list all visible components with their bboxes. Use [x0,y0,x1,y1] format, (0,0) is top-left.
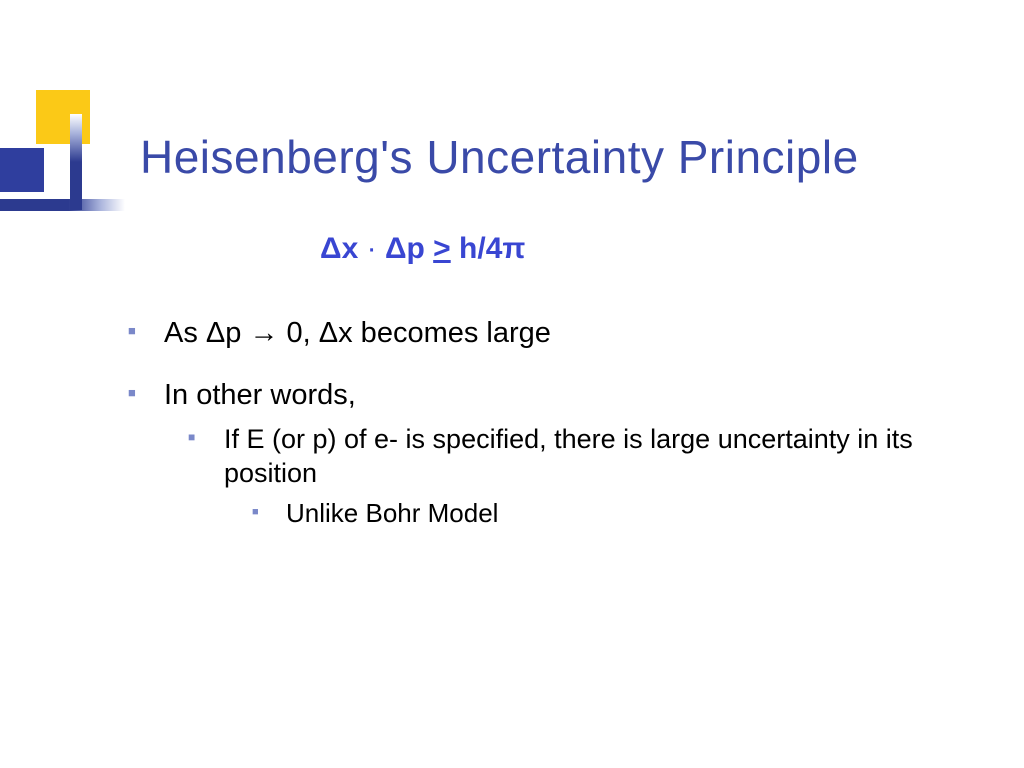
vertical-gradient-bar [70,114,82,210]
list-item: If E (or p) of e- is specified, there is… [188,422,948,531]
equation-dot: · [367,232,377,265]
blue-square [0,148,44,192]
subsub-bullet-list: Unlike Bohr Model [224,497,948,531]
sub-bullet-list: If E (or p) of e- is specified, there is… [164,422,948,531]
bullet-text: In other words, [164,379,356,411]
equation-ge: > [433,232,451,265]
bullet-text: As Δp → 0, Δx becomes large [164,317,551,349]
corner-decoration [0,90,140,220]
equation-dx: Δx [320,232,358,265]
list-item: As Δp → 0, Δx becomes large [128,315,948,351]
list-item: Unlike Bohr Model [252,497,948,531]
bullet-list: As Δp → 0, Δx becomes large In other wor… [128,315,948,530]
bullet-text: If E (or p) of e- is specified, there is… [224,424,913,489]
equation-dp: Δp [385,232,425,265]
horizontal-gradient-bar [0,199,125,211]
equation: Δx · Δp > h/4π [320,232,525,266]
equation-rhs: h/4π [459,232,525,265]
list-item: In other words, If E (or p) of e- is spe… [128,377,948,530]
bullet-text: Unlike Bohr Model [286,498,498,528]
slide-title: Heisenberg's Uncertainty Principle [140,130,859,184]
body-content: As Δp → 0, Δx becomes large In other wor… [128,315,948,556]
